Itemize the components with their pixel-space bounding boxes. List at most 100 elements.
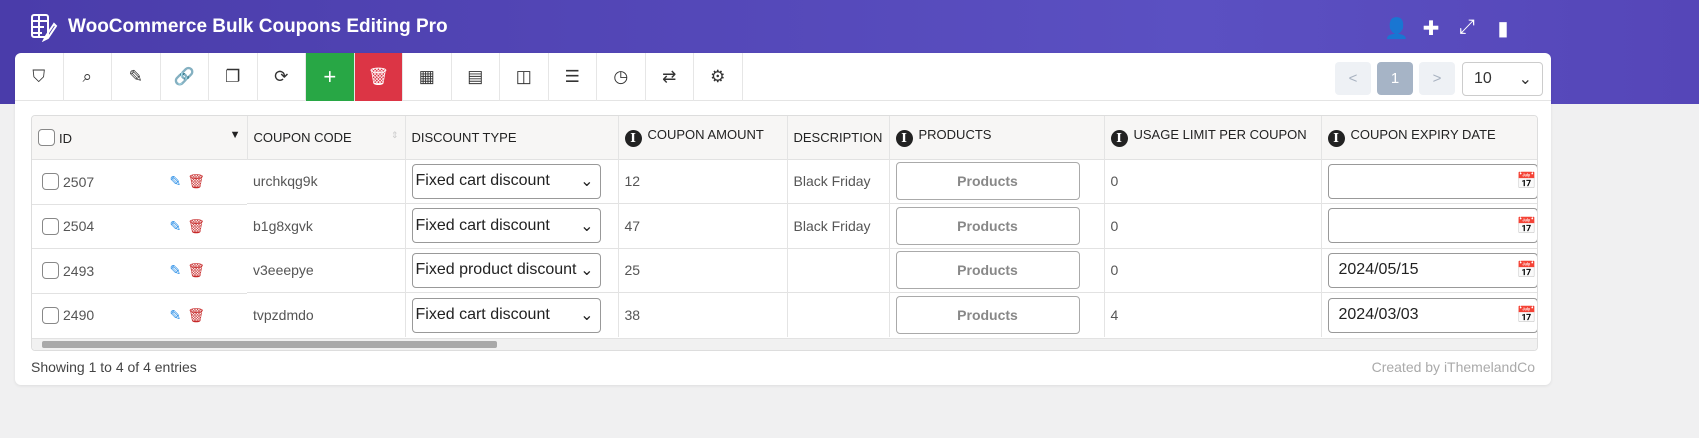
filter-button[interactable]: ⛉: [15, 53, 64, 101]
chevron-down-icon: ⌄: [1518, 71, 1532, 88]
column-coupon-code[interactable]: COUPON CODE ⇕: [247, 116, 406, 159]
table-row: 2493 ✎ 🗑 v3eeepye Fixed product discount ⌄ …: [32, 247, 1537, 293]
link-icon: 🔗: [173, 67, 195, 86]
calendar-icon[interactable]: 📅: [1516, 217, 1537, 235]
list-button[interactable]: ☰: [549, 53, 597, 101]
prev-page-button[interactable]: <: [1335, 62, 1371, 95]
puzzle-icon[interactable]: ✚: [1422, 18, 1440, 40]
usage-limit-cell[interactable]: 0: [1104, 203, 1322, 248]
split-view-button[interactable]: ◫: [500, 53, 549, 101]
edit-icon[interactable]: ✎: [169, 217, 182, 234]
link-button[interactable]: 🔗: [161, 53, 209, 101]
scrollbar-thumb[interactable]: [42, 341, 497, 348]
column-manager-icon: ▤: [467, 67, 484, 86]
coupon-code-cell[interactable]: tvpzdmdo: [247, 292, 406, 337]
column-products[interactable]: i PRODUCTS: [889, 116, 1105, 159]
coupon-code-cell[interactable]: urchkqg9k: [247, 158, 406, 204]
row-checkbox[interactable]: [42, 217, 59, 235]
discount-type-select[interactable]: Fixed cart discount ⌄: [411, 297, 601, 333]
trash-icon[interactable]: 🗑: [187, 217, 205, 234]
history-button[interactable]: ◷: [597, 53, 646, 101]
expiry-date-input[interactable]: 📅: [1327, 208, 1537, 244]
expiry-date-input[interactable]: 2024/05/15 📅: [1327, 252, 1537, 288]
edit-icon[interactable]: ✎: [169, 262, 182, 279]
products-button[interactable]: Products: [895, 162, 1080, 201]
coupon-amount-cell[interactable]: 25: [618, 247, 788, 293]
expiry-date-input[interactable]: 📅: [1327, 163, 1537, 199]
history-icon: ◷: [613, 67, 629, 86]
calendar-icon[interactable]: 📅: [1516, 173, 1537, 191]
column-manager-button[interactable]: ▤: [452, 53, 500, 101]
coupon-amount-cell[interactable]: 47: [618, 203, 788, 248]
sort-icon[interactable]: ⇕: [390, 129, 399, 140]
products-button[interactable]: Products: [895, 206, 1080, 245]
edit-button[interactable]: ✎: [112, 53, 161, 101]
next-page-button[interactable]: >: [1419, 62, 1455, 95]
usage-limit-cell[interactable]: 4: [1104, 292, 1322, 337]
row-checkbox[interactable]: [42, 173, 59, 191]
select-all-checkbox[interactable]: [38, 129, 55, 146]
discount-type-select[interactable]: Fixed cart discount ⌄: [411, 208, 601, 244]
info-icon[interactable]: i: [624, 130, 642, 148]
edit-icon[interactable]: ✎: [169, 306, 182, 323]
per-page-select[interactable]: 10 ⌄: [1462, 62, 1543, 96]
add-button[interactable]: +: [306, 53, 355, 101]
app-title: WooCommerce Bulk Coupons Editing Pro: [30, 12, 448, 42]
column-description[interactable]: DESCRIPTION: [787, 116, 890, 159]
coupon-amount-cell[interactable]: 38: [618, 292, 788, 337]
info-icon[interactable]: i: [895, 130, 913, 148]
trash-icon[interactable]: 🗑: [187, 173, 205, 190]
usage-limit-cell[interactable]: 0: [1104, 158, 1322, 204]
calendar-icon[interactable]: 📅: [1516, 307, 1537, 324]
reload-button[interactable]: ⟳: [258, 53, 306, 101]
toolbar: ⛉ ⌕ ✎ 🔗 ❐ ⟳ + 🗑 ▦ ▤ ◫ ☰ ◷ ⇄ ⚙: [15, 53, 1551, 101]
discount-type-select[interactable]: Fixed cart discount ⌄: [411, 163, 601, 199]
settings-icon: ⚙: [710, 67, 726, 86]
calendar-icon[interactable]: 📅: [1516, 262, 1537, 280]
description-cell[interactable]: Black Friday: [787, 203, 890, 248]
coupon-code-cell[interactable]: v3eeepye: [247, 247, 406, 293]
column-profile-button[interactable]: ▦: [403, 53, 452, 101]
sync-button[interactable]: ⇄: [646, 53, 694, 101]
description-cell[interactable]: [787, 247, 890, 293]
page-1-button[interactable]: 1: [1377, 62, 1413, 95]
products-button[interactable]: Products: [895, 251, 1080, 290]
trash-icon[interactable]: 🗑: [187, 262, 205, 279]
duplicate-icon: ❐: [225, 67, 241, 86]
sort-desc-icon[interactable]: ▼: [229, 129, 241, 141]
column-coupon-amount[interactable]: i COUPON AMOUNT: [618, 116, 788, 159]
split-view-icon: ◫: [515, 67, 532, 86]
delete-button[interactable]: 🗑: [354, 53, 403, 101]
user-check-icon[interactable]: 👤: [1384, 18, 1409, 40]
row-checkbox[interactable]: [42, 262, 59, 280]
app-logo-icon: [31, 14, 58, 42]
coupon-amount-cell[interactable]: 12: [618, 158, 788, 204]
column-usage-limit[interactable]: i USAGE LIMIT PER COUPON: [1104, 116, 1322, 159]
edit-icon[interactable]: ✎: [169, 173, 182, 190]
duplicate-button[interactable]: ❐: [209, 53, 258, 101]
settings-button[interactable]: ⚙: [694, 53, 743, 101]
horizontal-scrollbar[interactable]: [32, 338, 1537, 350]
book-icon[interactable]: ▮: [1497, 18, 1509, 40]
column-discount-type[interactable]: DISCOUNT TYPE: [405, 116, 619, 159]
table-header: ID ▼ COUPON CODE ⇕ DISCOUNT TYPE i COUPON A…: [32, 116, 1537, 159]
discount-type-select[interactable]: Fixed product discount ⌄: [411, 252, 601, 288]
description-cell[interactable]: [787, 292, 890, 337]
edit-icon: ✎: [128, 67, 143, 86]
fullscreen-icon[interactable]: ⤢: [1459, 16, 1475, 38]
row-checkbox[interactable]: [42, 306, 59, 324]
trash-icon[interactable]: 🗑: [187, 306, 205, 323]
info-icon[interactable]: i: [1327, 130, 1345, 148]
coupon-code-cell[interactable]: b1g8xgvk: [247, 203, 406, 248]
usage-limit-cell[interactable]: 0: [1104, 247, 1322, 293]
description-cell[interactable]: Black Friday: [787, 158, 890, 204]
column-expiry-date[interactable]: i COUPON EXPIRY DATE: [1321, 116, 1537, 159]
products-button[interactable]: Products: [895, 296, 1080, 334]
search-button[interactable]: ⌕: [64, 53, 112, 101]
list-icon: ☰: [564, 67, 580, 86]
chevron-down-icon: ⌄: [580, 217, 594, 235]
table-row: 2490 ✎ 🗑 tvpzdmdo Fixed cart discount ⌄ 38 …: [32, 292, 1537, 337]
info-icon[interactable]: i: [1110, 130, 1128, 148]
expiry-date-input[interactable]: 2024/03/03 📅: [1327, 297, 1537, 333]
column-id[interactable]: ID ▼: [32, 116, 248, 159]
